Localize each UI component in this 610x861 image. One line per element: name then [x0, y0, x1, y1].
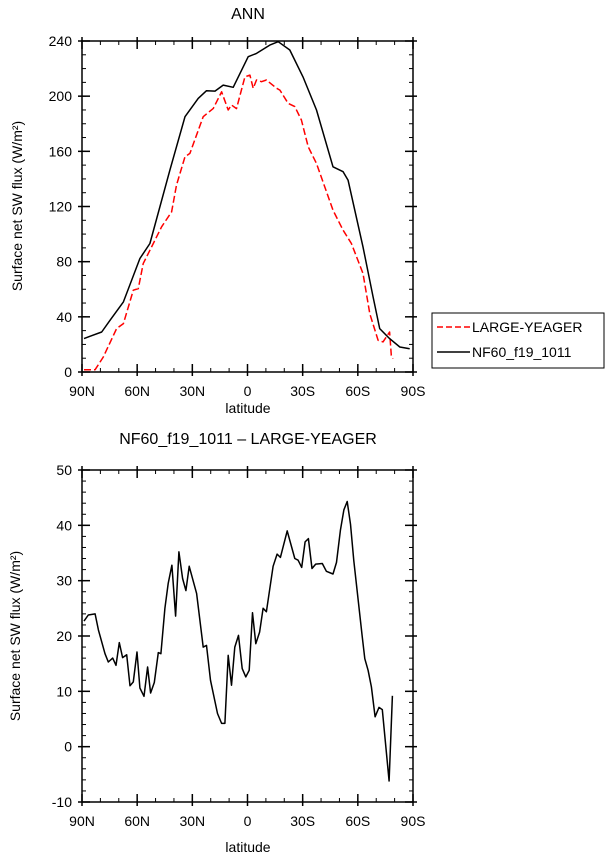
- chart-title: NF60_f19_1011 – LARGE-YEAGER: [119, 431, 377, 448]
- y-tick-label: 20: [56, 628, 72, 644]
- plot-frame: [81, 40, 414, 373]
- y-tick-label: 0: [64, 739, 72, 755]
- x-axis-label: latitude: [225, 400, 270, 416]
- y-tick-label: 0: [64, 364, 72, 380]
- x-tick-label: 30S: [290, 813, 315, 829]
- x-tick-label: 60S: [345, 813, 370, 829]
- series-line-nf60-f19-1011: [83, 40, 410, 350]
- x-tick-label: 0: [244, 383, 252, 399]
- legend: LARGE-YEAGER NF60_f19_1011: [431, 312, 605, 369]
- y-tick-label: 40: [56, 309, 72, 325]
- top-panel-ann: ANN latitude Surface net SW flux (W/m²) …: [9, 6, 425, 416]
- y-tick-label: 50: [56, 462, 72, 478]
- x-tick-label: 60N: [124, 813, 150, 829]
- y-axis-label: Surface net SW flux (W/m²): [9, 121, 25, 291]
- legend-label-large-yeager: LARGE-YEAGER: [472, 319, 582, 335]
- series-line-large-yeager: [84, 74, 394, 371]
- x-tick-label: 90S: [401, 813, 426, 829]
- x-tick-label: 60N: [124, 383, 150, 399]
- y-tick-label: 30: [56, 573, 72, 589]
- x-tick-label: 30N: [179, 813, 205, 829]
- x-tick-label: 30S: [290, 383, 315, 399]
- y-tick-label: 240: [49, 33, 73, 49]
- x-tick-label: 60S: [345, 383, 370, 399]
- y-tick-label: 160: [49, 143, 73, 159]
- y-tick-label: 80: [56, 254, 72, 270]
- y-tick-label: 120: [49, 199, 73, 215]
- x-tick-label: 90S: [401, 383, 426, 399]
- bottom-panel-difference: NF60_f19_1011 – LARGE-YEAGER latitude Su…: [7, 431, 425, 855]
- x-tick-label: 90N: [69, 383, 95, 399]
- series-line-difference: [83, 500, 394, 782]
- chart-title: ANN: [231, 6, 265, 23]
- y-tick-label: 40: [56, 517, 72, 533]
- x-tick-label: 90N: [69, 813, 95, 829]
- y-tick-label: 10: [56, 683, 72, 699]
- x-tick-label: 0: [244, 813, 252, 829]
- x-axis-label: latitude: [225, 839, 270, 855]
- x-tick-label: 30N: [179, 383, 205, 399]
- legend-label-nf60: NF60_f19_1011: [472, 344, 572, 360]
- y-axis-label: Surface net SW flux (W/m²): [7, 551, 23, 721]
- y-tick-label: 200: [49, 88, 73, 104]
- plot-frame: [81, 469, 414, 803]
- y-tick-label: -10: [52, 794, 72, 810]
- legend-box: [431, 312, 605, 369]
